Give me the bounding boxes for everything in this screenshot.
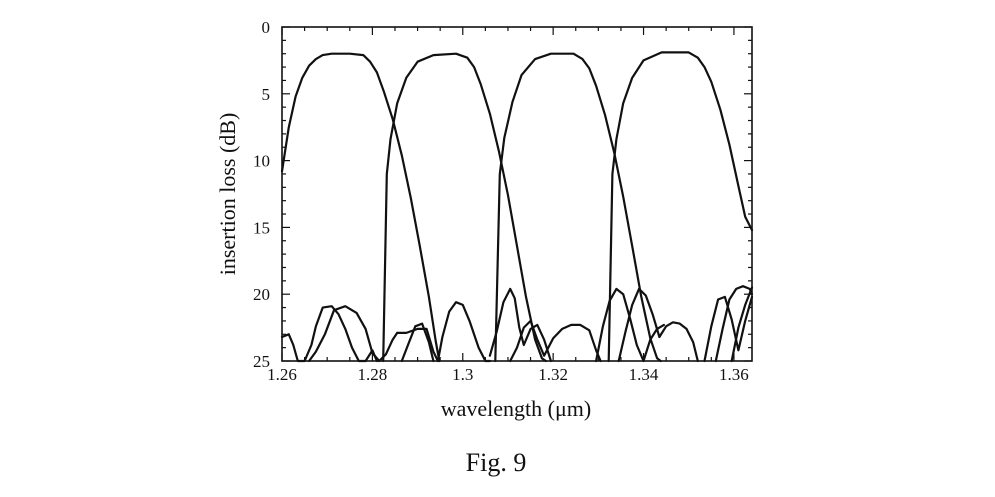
series-line-7 <box>396 301 491 363</box>
insertion-loss-chart: 1.26 1.28 1.3 1.32 1.34 1.36 0 5 10 15 20 25 wavele… <box>215 18 754 421</box>
x-tick-label: 1.32 <box>538 365 568 384</box>
figure-caption: Fig. 9 <box>466 448 527 477</box>
x-tick-label: 1.28 <box>358 365 388 384</box>
y-tick-label: 0 <box>262 18 271 37</box>
series-line-9 <box>488 287 552 363</box>
series-line-2 <box>382 52 547 363</box>
x-tick-label: 1.34 <box>629 365 659 384</box>
series-line-15 <box>730 286 754 363</box>
x-tick-label: 1.36 <box>719 365 749 384</box>
x-tick-label: 1.3 <box>452 365 473 384</box>
plot-frame <box>281 26 753 362</box>
series-line-14 <box>714 285 754 363</box>
series-line-5 <box>280 305 378 363</box>
series-line-4 <box>607 51 754 363</box>
y-tick-label: 15 <box>253 218 270 237</box>
y-tick-label: 10 <box>253 152 270 171</box>
x-tick-label: 1.26 <box>267 365 297 384</box>
x-axis-label: wavelength (μm) <box>441 396 591 421</box>
y-tick-label: 20 <box>253 285 270 304</box>
data-series <box>280 51 754 363</box>
y-axis-label: insertion loss (dB) <box>215 113 240 276</box>
series-line-12 <box>617 287 699 363</box>
series-line-11 <box>595 287 665 363</box>
y-tick-label: 25 <box>253 352 270 371</box>
y-tick-label: 5 <box>262 85 271 104</box>
series-line-1 <box>280 52 441 363</box>
series-line-6 <box>308 305 399 363</box>
series-line-8 <box>400 322 435 363</box>
axis-tick-labels: 1.26 1.28 1.3 1.32 1.34 1.36 0 5 10 15 20 25 <box>253 18 749 384</box>
series-line-3 <box>494 52 662 363</box>
series-line-10 <box>509 319 602 363</box>
